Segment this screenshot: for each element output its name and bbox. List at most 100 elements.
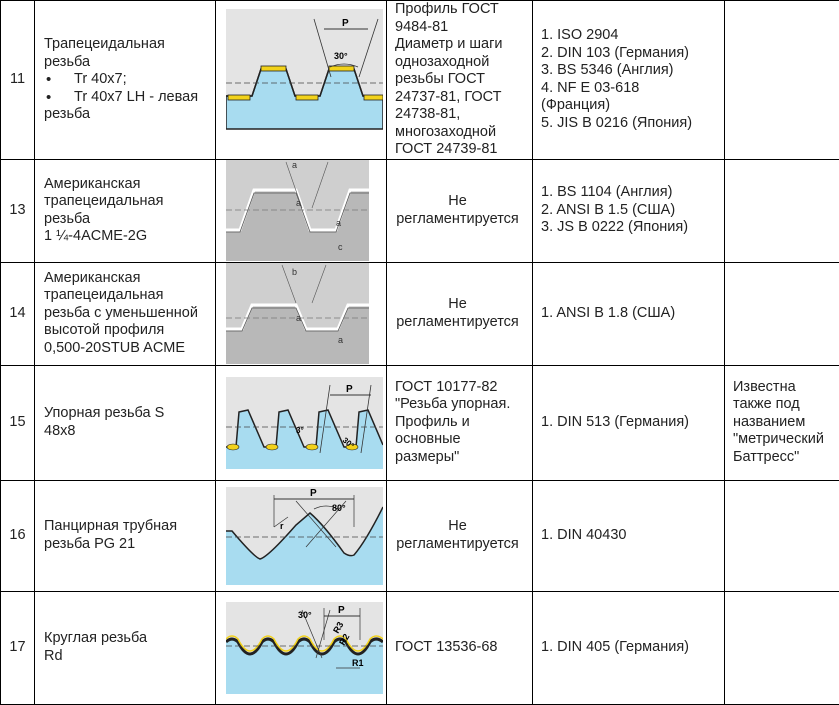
standards-cell: 1. BS 1104 (Англия) 2. ANSI B 1.5 (США) … <box>533 159 725 262</box>
thread-name-line: Rd <box>44 648 211 666</box>
dim-label: c <box>338 242 343 252</box>
row-number: 16 <box>1 480 35 591</box>
angle-label: 3° <box>296 426 304 435</box>
thread-name-cell: Американская трапецеидальная резьба 1 ¼-… <box>35 159 216 262</box>
dim-label: a <box>336 218 341 228</box>
angle-label: 30° <box>298 610 312 620</box>
gost-line: 24737-81, ГОСТ <box>395 89 528 107</box>
thread-name-line: высотой профиля <box>44 322 211 340</box>
thread-name-line: трапецеидальная <box>44 193 211 211</box>
dim-label: b <box>292 267 297 277</box>
standards-cell: 1. ANSI B 1.8 (США) <box>533 262 725 365</box>
standard-line: 3. JS B 0222 (Япония) <box>541 219 724 237</box>
standards-cell: 1. ISO 2904 2. DIN 103 (Германия) 3. BS … <box>533 1 725 160</box>
thread-name-line: резьба <box>44 106 211 124</box>
gost-line: 24738-81, <box>395 106 528 124</box>
gost-line: Не <box>387 518 528 536</box>
thread-name-line: Упорная резьба S <box>44 405 211 423</box>
designation-list: Tr 40x7; Tr 40x7 LH - левая <box>44 71 211 106</box>
pitch-label: P <box>346 384 353 395</box>
thread-name-cell: Круглая резьба Rd <box>35 591 216 704</box>
gost-line: многозаходной <box>395 124 528 142</box>
list-item: Tr 40x7; <box>44 71 211 89</box>
trapezoidal-profile-diagram: P 30° <box>226 9 383 151</box>
dim-label: a <box>296 313 301 323</box>
gost-line: регламентируется <box>387 314 528 332</box>
note-cell <box>725 262 839 365</box>
table-row: 17 Круглая резьба Rd P 30° R3 R2 <box>1 591 839 704</box>
gost-cell: Не регламентируется <box>387 159 533 262</box>
pg-profile-diagram: P 80° r <box>226 487 383 585</box>
gost-line: 9484-81 <box>395 19 528 37</box>
profile-image-cell: P 30° <box>216 1 387 160</box>
gost-cell: Не регламентируется <box>387 480 533 591</box>
standard-line: 2. DIN 103 (Германия) <box>541 45 724 63</box>
thread-name-line: Панцирная трубная <box>44 518 211 536</box>
row-number: 15 <box>1 365 35 480</box>
list-item: Tr 40x7 LH - левая <box>44 89 211 107</box>
thread-name-line: 48x8 <box>44 423 211 441</box>
thread-name-line: резьба <box>44 54 211 72</box>
radius-label: r <box>280 521 284 531</box>
note-line: названием <box>733 414 835 432</box>
standard-line: 4. NF E 03-618 <box>541 80 724 98</box>
round-profile-diagram: P 30° R3 R2 R1 <box>226 602 383 694</box>
stub-acme-profile-diagram: b a a <box>226 263 369 364</box>
table-row: 14 Американская трапецеидальная резьба с… <box>1 262 839 365</box>
thread-name-cell: Трапецеидальная резьба Tr 40x7; Tr 40x7 … <box>35 1 216 160</box>
note-cell: Известна также под названием "метрически… <box>725 365 839 480</box>
standard-line: (Франция) <box>541 97 724 115</box>
profile-image-cell: b a a <box>216 262 387 365</box>
thread-name-line: 0,500-20STUB ACME <box>44 340 211 358</box>
gost-line: "Резьба упорная. <box>395 396 528 414</box>
gost-cell: ГОСТ 10177-82 "Резьба упорная. Профиль и… <box>387 365 533 480</box>
gost-line: размеры" <box>395 449 528 467</box>
gost-line: регламентируется <box>387 536 528 554</box>
note-cell <box>725 591 839 704</box>
gost-line: резьбы ГОСТ <box>395 71 528 89</box>
pitch-label: P <box>310 488 317 499</box>
thread-name-line: резьба PG 21 <box>44 536 211 554</box>
thread-name-line: резьба <box>44 211 211 229</box>
dim-label: a <box>292 160 297 170</box>
gost-line: Профиль и <box>395 414 528 432</box>
pitch-label: P <box>342 18 349 29</box>
thread-name-line: Американская <box>44 176 211 194</box>
gost-line: однозаходной <box>395 54 528 72</box>
angle-label: 80° <box>332 503 346 513</box>
angle-label: 30° <box>334 51 348 61</box>
thread-name-cell: Упорная резьба S 48x8 <box>35 365 216 480</box>
note-line: также под <box>733 396 835 414</box>
gost-line: Не <box>387 296 528 314</box>
buttress-profile-diagram: P 3° 30° <box>226 377 383 469</box>
note-line: Известна <box>733 379 835 397</box>
standard-line: 5. JIS B 0216 (Япония) <box>541 115 724 133</box>
standard-line: 1. DIN 513 (Германия) <box>541 414 724 432</box>
note-cell <box>725 480 839 591</box>
profile-image-cell: P 3° 30° <box>216 365 387 480</box>
standard-line: 1. ISO 2904 <box>541 27 724 45</box>
thread-name-line: трапецеидальная <box>44 287 211 305</box>
standard-line: 1. BS 1104 (Англия) <box>541 184 724 202</box>
standard-line: 3. BS 5346 (Англия) <box>541 62 724 80</box>
thread-name-line: 1 ¼-4ACME-2G <box>44 228 211 246</box>
gost-line: ГОСТ 13536-68 <box>395 639 528 657</box>
gost-line: Профиль ГОСТ <box>395 1 528 19</box>
gost-cell: ГОСТ 13536-68 <box>387 591 533 704</box>
note-line: Баттресс" <box>733 449 835 467</box>
gost-line: Не <box>387 193 528 211</box>
thread-name-cell: Американская трапецеидальная резьба с ум… <box>35 262 216 365</box>
note-cell <box>725 159 839 262</box>
pitch-label: P <box>338 605 345 616</box>
row-number: 11 <box>1 1 35 160</box>
thread-name-cell: Панцирная трубная резьба PG 21 <box>35 480 216 591</box>
gost-cell: Профиль ГОСТ 9484-81 Диаметр и шаги одно… <box>387 1 533 160</box>
row-number: 13 <box>1 159 35 262</box>
gost-line: основные <box>395 431 528 449</box>
dim-label: a <box>338 335 343 345</box>
radius-label: R1 <box>352 658 364 668</box>
gost-line: Диаметр и шаги <box>395 36 528 54</box>
table-row: 11 Трапецеидальная резьба Tr 40x7; Tr 40… <box>1 1 839 160</box>
gost-line: ГОСТ 24739-81 <box>395 141 528 159</box>
